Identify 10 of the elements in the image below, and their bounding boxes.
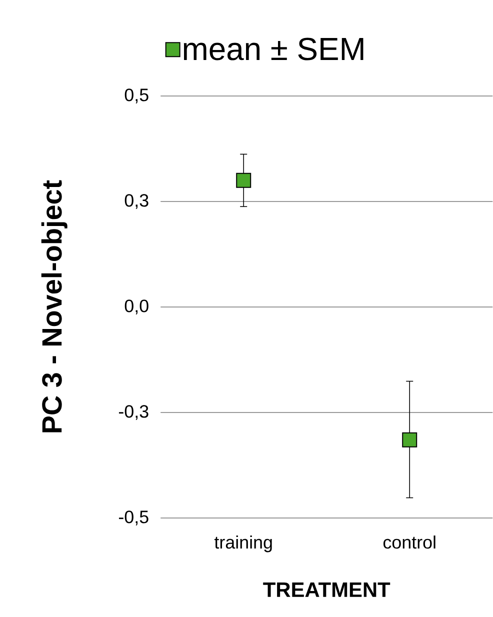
- y-axis-title: PC 3 - Novel-object: [41, 180, 68, 432]
- x-tick-label: control: [383, 536, 436, 549]
- y-tick-label: 0,5: [124, 88, 148, 104]
- y-tick-label: -0,3: [118, 405, 148, 420]
- legend-label: mean ± SEM: [184, 38, 364, 60]
- x-axis-title: TREATMENT: [263, 582, 390, 597]
- y-tick-label: 0,0: [124, 300, 148, 314]
- y-tick-label: -0,5: [118, 510, 148, 526]
- y-tick-label: 0,3: [124, 194, 148, 209]
- x-tick-label: training: [214, 536, 272, 552]
